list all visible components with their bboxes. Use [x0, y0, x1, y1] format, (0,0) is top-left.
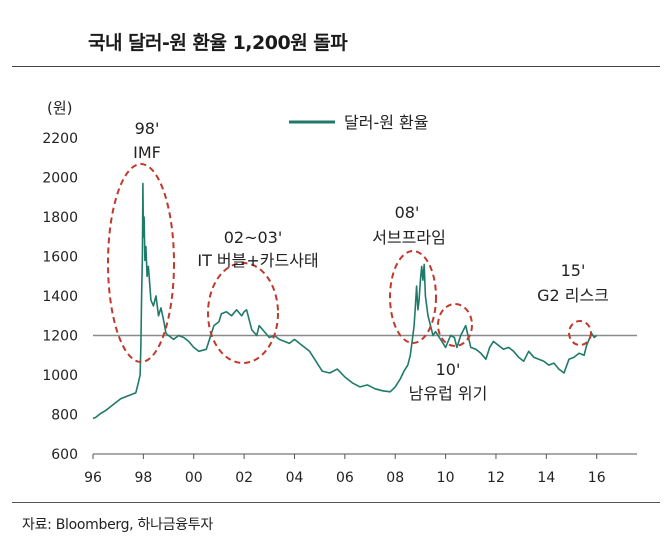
ellipse-subprime [389, 250, 437, 344]
x-tick-label: 12 [487, 470, 505, 486]
annotation-it-year: 02~03' [224, 228, 283, 247]
annotation-subprime-year: 08' [395, 203, 420, 222]
page-title: 국내 달러-원 환율 1,200원 돌파 [88, 32, 348, 54]
ellipse-imf [107, 163, 175, 363]
x-axis-ticks: 96 98 00 02 04 06 08 10 12 14 16 [84, 454, 606, 486]
y-tick-label: 2000 [42, 171, 78, 187]
legend: 달러-원 환율 [289, 113, 428, 132]
x-tick-label: 16 [588, 470, 606, 486]
annotation-ellipses [107, 163, 592, 364]
x-tick-label: 14 [537, 470, 555, 486]
series-line-usd-krw [92, 182, 598, 420]
ellipse-it-bubble [207, 262, 279, 364]
ellipse-europe [437, 303, 473, 347]
annotation-g2-label: G2 리스크 [537, 286, 609, 305]
y-tick-label: 1000 [42, 368, 78, 384]
annotation-g2-year: 15' [561, 261, 586, 280]
title-divider [12, 66, 660, 67]
y-tick-label: 1800 [42, 210, 78, 226]
y-axis-label: (원) [47, 99, 73, 117]
x-tick-label: 10 [437, 470, 455, 486]
footer-divider [12, 502, 660, 503]
y-tick-label: 2200 [42, 131, 78, 147]
y-tick-label: 800 [51, 408, 78, 424]
x-tick-label: 06 [336, 470, 354, 486]
source-note: 자료: Bloomberg, 하나금융투자 [22, 517, 213, 533]
annotation-it-label: IT 버블+카드사태 [197, 251, 318, 270]
y-tick-label: 600 [51, 447, 78, 463]
annotation-subprime-label: 서브프라임 [372, 228, 446, 247]
x-tick-label: 00 [185, 470, 203, 486]
y-tick-label: 1600 [42, 250, 78, 266]
ellipse-g2 [568, 320, 592, 346]
y-axis-ticks: 600 800 1000 1200 1400 1600 1800 2000 2200 [42, 131, 78, 463]
annotations: 98' IMF 02~03' IT 버블+카드사태 08' 서브프라임 10' … [133, 119, 609, 403]
annotation-imf-label: IMF [133, 143, 161, 162]
annotation-europe-label: 남유럽 위기 [409, 384, 488, 403]
x-tick-label: 98 [134, 470, 152, 486]
x-tick-label: 08 [386, 470, 404, 486]
legend-label: 달러-원 환율 [344, 113, 428, 132]
annotation-europe-year: 10' [436, 360, 461, 379]
x-tick-label: 04 [286, 470, 304, 486]
y-tick-label: 1400 [42, 289, 78, 305]
annotation-imf-year: 98' [135, 119, 160, 138]
y-tick-label: 1200 [42, 329, 78, 345]
x-tick-label: 02 [235, 470, 253, 486]
x-tick-label: 96 [84, 470, 102, 486]
